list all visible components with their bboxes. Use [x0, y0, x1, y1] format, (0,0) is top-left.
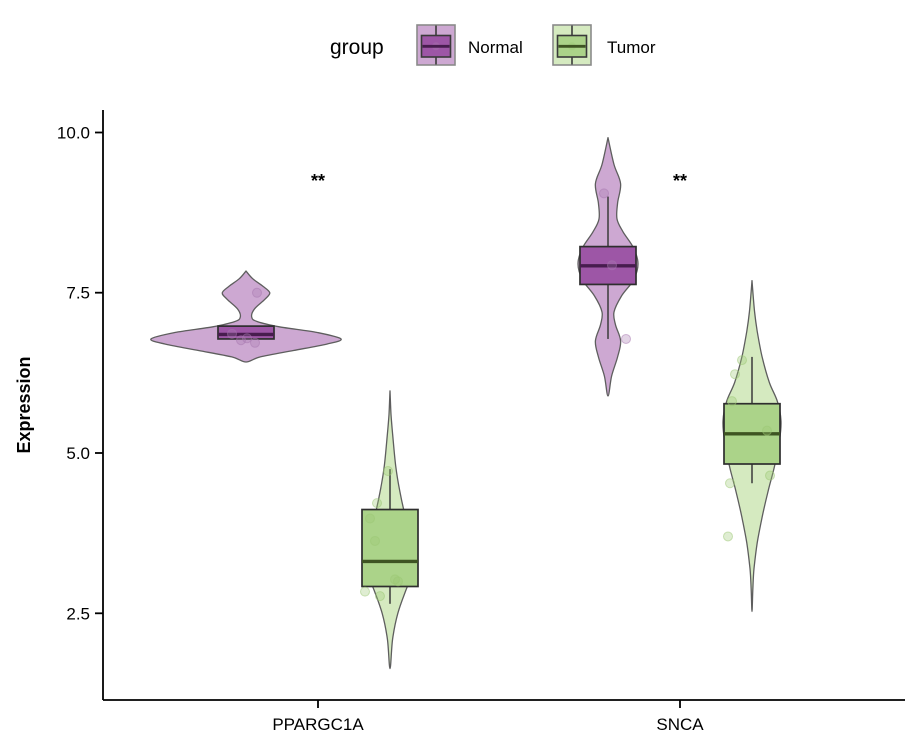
x-tick-label-ppargc1a: PPARGC1A	[272, 715, 364, 734]
jitter-point-SNCA-Tumor	[723, 531, 733, 542]
significance-stars-ppargc1a: **	[311, 171, 325, 191]
jitter-point-PPARGC1A-Tumor	[393, 576, 403, 587]
y-axis: 10.0 7.5 5.0 2.5 Expression	[14, 110, 104, 700]
plot-series	[150, 136, 782, 670]
jitter-point-PPARGC1A-Normal	[250, 337, 260, 348]
legend-title: group	[330, 36, 384, 59]
y-tick-label: 2.5	[66, 604, 90, 623]
legend-label-normal: Normal	[468, 38, 523, 57]
legend: group Normal Tumor	[330, 24, 656, 66]
jitter-point-PPARGC1A-Tumor	[365, 513, 375, 524]
jitter-point-SNCA-Tumor	[725, 478, 735, 489]
x-tick-label-snca: SNCA	[656, 715, 704, 734]
y-tick-label: 7.5	[66, 284, 90, 303]
y-axis-title: Expression	[14, 356, 34, 453]
legend-key-tumor	[552, 24, 592, 66]
x-axis: PPARGC1A SNCA	[103, 699, 905, 734]
jitter-point-PPARGC1A-Normal	[242, 333, 252, 344]
jitter-point-PPARGC1A-Tumor	[360, 586, 370, 597]
jitter-point-PPARGC1A-Tumor	[370, 535, 380, 546]
significance-stars-snca: **	[673, 171, 687, 191]
jitter-point-SNCA-Tumor	[765, 470, 775, 481]
jitter-point-SNCA-Tumor	[727, 396, 737, 407]
legend-label-tumor: Tumor	[607, 38, 656, 57]
y-tick-label: 5.0	[66, 444, 90, 463]
box-PPARGC1A-Tumor	[361, 508, 419, 588]
jitter-point-PPARGC1A-Tumor	[383, 466, 393, 477]
jitter-point-SNCA-Normal	[599, 188, 609, 199]
jitter-point-SNCA-Normal	[621, 333, 631, 344]
jitter-point-SNCA-Tumor	[730, 369, 740, 380]
legend-key-normal	[416, 24, 456, 66]
jitter-point-PPARGC1A-Normal	[252, 287, 262, 298]
jitter-point-SNCA-Tumor	[762, 425, 772, 436]
violin-PPARGC1A-Normal	[150, 270, 342, 363]
jitter-point-PPARGC1A-Normal	[227, 328, 237, 339]
jitter-point-PPARGC1A-Tumor	[372, 498, 382, 509]
jitter-point-SNCA-Tumor	[737, 355, 747, 366]
jitter-point-SNCA-Normal	[607, 260, 617, 271]
jitter-point-PPARGC1A-Tumor	[375, 591, 385, 602]
y-tick-label: 10.0	[57, 124, 90, 143]
jitter-point-PPARGC1A-Normal	[236, 335, 246, 346]
